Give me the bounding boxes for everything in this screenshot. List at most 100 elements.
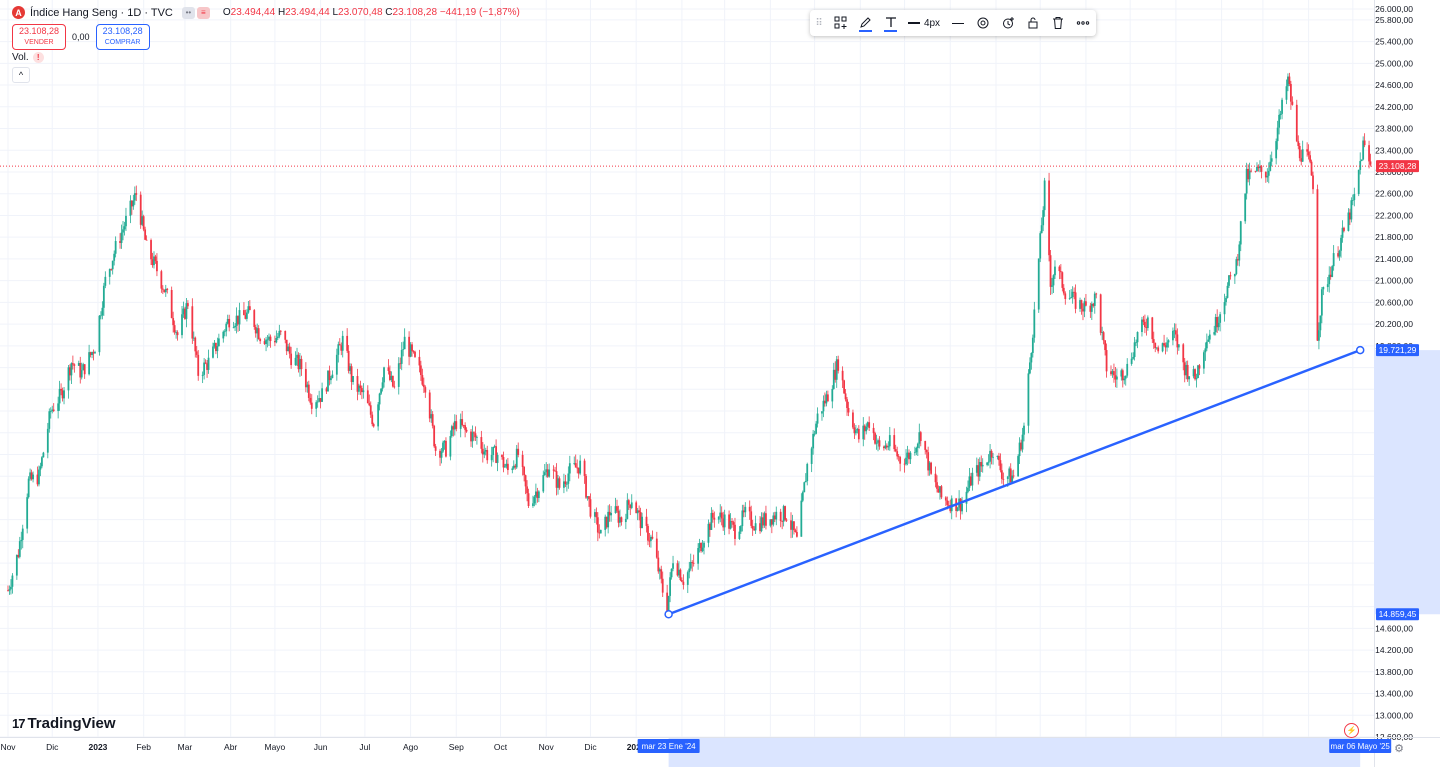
candle-body [1173, 330, 1176, 332]
candle-body [1301, 149, 1304, 162]
candle-body [698, 543, 701, 549]
candle-body [791, 521, 794, 530]
candle-body [784, 506, 787, 520]
candle-body [1285, 86, 1288, 100]
candle-body [1182, 344, 1185, 363]
candle-body [1332, 253, 1335, 267]
candle-body [421, 375, 424, 385]
candle-body [46, 428, 49, 453]
candle-body [1289, 84, 1292, 102]
candle-body [1297, 141, 1300, 147]
candle-body [57, 403, 60, 411]
price-tick-label: 24.200,00 [1375, 102, 1413, 112]
volume-label[interactable]: Vol. [12, 52, 29, 63]
candle-body [872, 427, 875, 434]
market-status[interactable]: •• ≡ [181, 6, 212, 19]
candle-body [1083, 301, 1086, 312]
candle-body [192, 337, 195, 339]
candle-body [604, 516, 607, 530]
candle-body [682, 581, 685, 585]
candle-body [185, 303, 188, 319]
gear-icon[interactable]: ⚙ [1394, 742, 1404, 755]
candle-body [692, 562, 695, 564]
time-tick-label: Nov [0, 742, 16, 752]
candle-body [834, 369, 837, 380]
candle-body [1267, 170, 1270, 176]
candle-body [1121, 370, 1124, 381]
candle-body [1042, 210, 1045, 226]
candle-body [1331, 266, 1334, 277]
candle-body [1023, 425, 1025, 435]
candle-body [201, 374, 204, 376]
warning-icon[interactable]: ! [32, 52, 44, 63]
candle-body [1216, 317, 1219, 328]
sell-button[interactable]: 23.108,28 VENDER [12, 24, 67, 50]
candle-body [748, 506, 751, 512]
candle-body [567, 473, 570, 484]
candle-body [731, 521, 733, 523]
symbol-title[interactable]: Índice Hang Seng · 1D · TVC [30, 6, 173, 19]
candle-body [689, 562, 692, 569]
candle-body [751, 525, 754, 529]
candle-body [1213, 332, 1216, 335]
candle-body [1350, 200, 1353, 220]
candle-body [810, 448, 813, 464]
more-icon[interactable] [1070, 10, 1095, 36]
candle-body [536, 491, 539, 498]
candle-body [403, 336, 406, 350]
text-color-icon[interactable] [878, 10, 903, 36]
candle-body [585, 475, 587, 498]
pencil-color-icon[interactable] [853, 10, 878, 36]
candle-body [356, 376, 359, 392]
candle-body [1176, 334, 1179, 348]
candle-body [915, 447, 918, 453]
candle-body [1183, 362, 1186, 376]
candle-body [17, 554, 20, 557]
candle-body [464, 425, 467, 430]
candle-body [288, 346, 291, 354]
candle-body [1307, 151, 1310, 156]
candle-body [480, 437, 483, 449]
lightning-icon[interactable]: ⚡ [1344, 723, 1359, 738]
candle-body [624, 518, 627, 523]
candle-body [380, 388, 382, 394]
candle-body [1126, 363, 1129, 376]
line-style-icon[interactable] [945, 10, 970, 36]
object-tree-icon[interactable] [828, 10, 853, 36]
candle-body [655, 538, 658, 558]
candle-body [676, 563, 679, 576]
trash-icon[interactable] [1045, 10, 1070, 36]
price-tick-label: 22.600,00 [1375, 189, 1413, 199]
candle-body [599, 529, 602, 534]
candle-body [69, 367, 71, 376]
candle-body [349, 366, 352, 371]
candle-body [1020, 442, 1022, 450]
candle-body [1012, 475, 1015, 477]
price-tick-label: 13.400,00 [1375, 689, 1413, 699]
trend-start-price-label-badge [1376, 608, 1419, 621]
candle-body [319, 398, 322, 402]
candle-body [782, 506, 785, 522]
symbol-logo[interactable]: A [12, 6, 25, 19]
candle-body [1110, 371, 1112, 375]
candle-body [1278, 114, 1281, 128]
line-width-icon[interactable]: 4px [903, 10, 945, 36]
drag-grip-icon[interactable]: ⠿ [815, 17, 823, 29]
candle-body [583, 460, 586, 476]
buy-button[interactable]: 23.108,28 COMPRAR [95, 24, 150, 50]
candle-body [723, 514, 726, 528]
candle-body [268, 336, 270, 340]
candle-body [197, 354, 200, 376]
settings-icon[interactable] [970, 10, 995, 36]
lock-icon[interactable] [1020, 10, 1045, 36]
candle-body [506, 463, 509, 471]
candle-body [645, 516, 648, 526]
collapse-legend-button[interactable]: ^ [12, 67, 30, 83]
candle-body [36, 474, 39, 485]
tradingview-logo[interactable]: 17 TradingView [12, 715, 116, 732]
alert-add-icon[interactable] [995, 10, 1020, 36]
candle-body [1360, 159, 1363, 162]
candle-body [1202, 352, 1205, 369]
candle-body [175, 332, 178, 334]
